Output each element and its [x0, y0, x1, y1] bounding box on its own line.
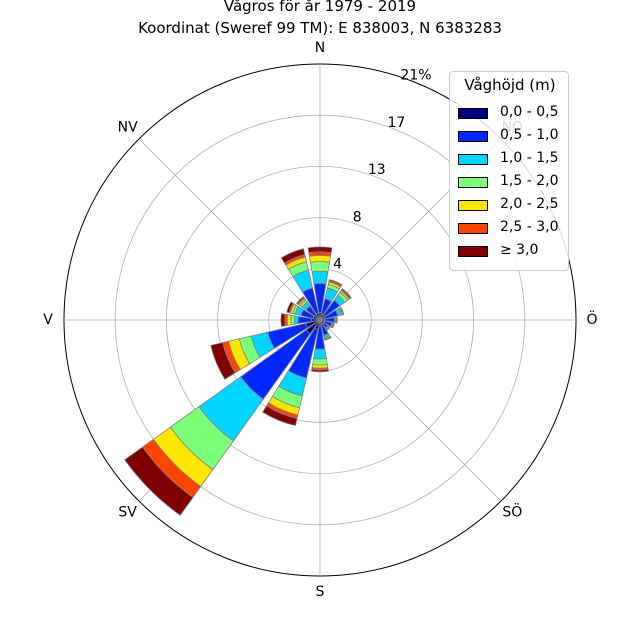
legend-swatch: [458, 223, 488, 234]
bar-segment: [262, 405, 298, 427]
legend-label: 1,5 - 2,0: [500, 173, 559, 189]
bar-segment: [308, 254, 332, 263]
chart-subtitle: Koordinat (Sweref 99 TM): E 838003, N 63…: [138, 19, 502, 37]
grid-spoke: [138, 138, 321, 321]
compass-label: SV: [118, 504, 137, 520]
legend-entry: 2,0 - 2,5: [458, 196, 568, 215]
radial-tick-label: 13: [368, 162, 386, 178]
legend-swatch: [458, 200, 488, 211]
bar-segment: [313, 348, 327, 360]
legend-label: 1,0 - 1,5: [500, 150, 559, 166]
bar-segment: [307, 246, 333, 254]
legend-swatch: [458, 131, 488, 142]
bar-segment: [328, 279, 343, 287]
radial-tick-label: 8: [353, 209, 362, 225]
legend-label: 2,5 - 3,0: [500, 219, 559, 235]
radial-tick-label: 21%: [400, 67, 431, 83]
bar-segment: [210, 342, 236, 380]
legend-entry: 2,5 - 3,0: [458, 219, 568, 238]
radial-tick-label: 17: [387, 115, 405, 131]
legend-entry: 1,5 - 2,0: [458, 173, 568, 192]
legend-entry: 0,0 - 0,5: [458, 104, 568, 123]
legend-swatch: [458, 108, 488, 119]
compass-label: S: [316, 584, 325, 600]
grid-spoke: [319, 319, 502, 502]
bar-segment: [311, 270, 329, 285]
legend-label: ≥ 3,0: [500, 242, 539, 258]
bar-segment: [290, 314, 296, 326]
legend-title: Våghöjd (m): [464, 76, 556, 94]
legend-swatch: [458, 177, 488, 188]
bar-segment: [341, 288, 352, 299]
bar-segment: [326, 326, 331, 331]
bar-segment: [124, 446, 194, 516]
bar-segment: [309, 261, 331, 273]
legend-swatch: [458, 246, 488, 257]
legend: Våghöjd (m) 0,0 - 0,5 0,5 - 1,0 1,0 - 1,5 1…: [449, 71, 569, 271]
bar-segment: [331, 322, 335, 329]
compass-label: NV: [118, 120, 138, 136]
legend-entry: 0,5 - 1,0: [458, 127, 568, 146]
legend-label: 0,5 - 1,0: [500, 127, 559, 143]
compass-label: V: [43, 312, 53, 328]
legend-swatch: [458, 154, 488, 165]
bar-segment: [280, 313, 286, 327]
bar-segment: [339, 306, 345, 316]
legend-label: 0,0 - 0,5: [500, 104, 559, 120]
bar-segment: [293, 315, 299, 325]
legend-entry: 1,0 - 1,5: [458, 150, 568, 169]
legend-entry: ≥ 3,0: [458, 242, 568, 261]
stacked-bars: [124, 246, 352, 516]
bar-segment: [324, 336, 332, 341]
compass-label: Ö: [586, 310, 597, 328]
bar-segment: [312, 358, 328, 366]
legend-label: 2,0 - 2,5: [500, 196, 559, 212]
bar-segment: [296, 296, 305, 305]
radial-tick-label: 4: [333, 257, 342, 273]
bar-segment: [280, 248, 306, 264]
bar-segment: [311, 368, 329, 373]
bar-segment: [286, 301, 294, 314]
compass-label: N: [315, 40, 325, 56]
compass-label: SÖ: [502, 502, 522, 520]
chart-title: Vågros för år 1979 - 2019: [223, 0, 417, 15]
